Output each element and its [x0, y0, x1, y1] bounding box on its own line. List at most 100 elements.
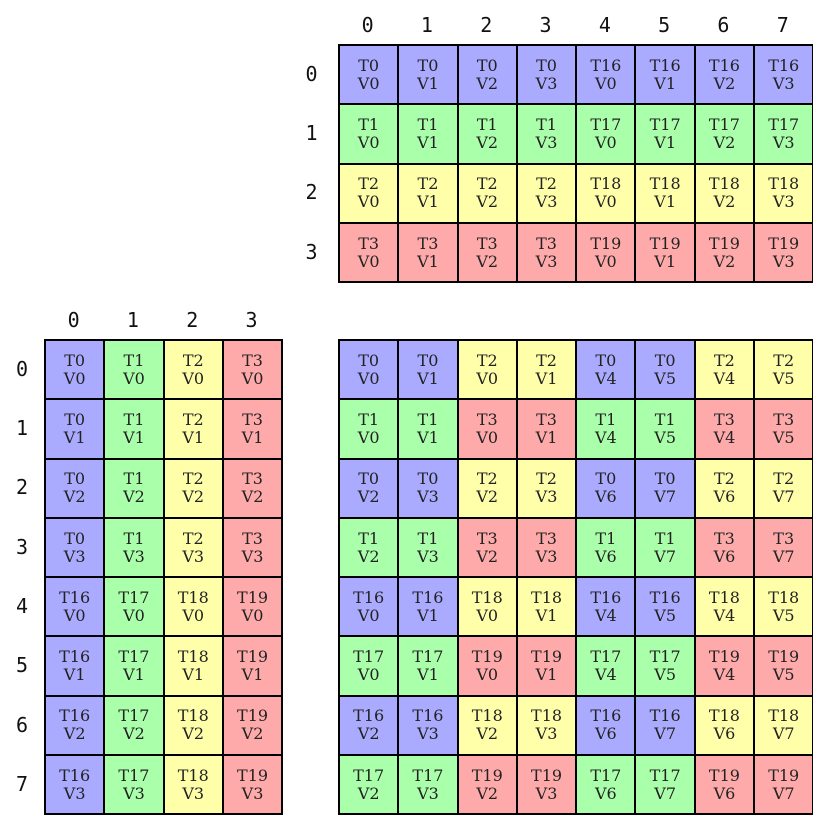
grid-cell: T19 V1	[635, 222, 695, 283]
value-label: V0	[63, 368, 86, 388]
grid-cell: T17 V0	[576, 104, 636, 164]
value-label: V3	[772, 192, 795, 212]
value-label: V1	[241, 665, 264, 685]
grid-cell: T3 V2	[457, 517, 517, 578]
value-label: V0	[357, 368, 380, 388]
value-label: V3	[535, 251, 558, 271]
matrix: T0 V0 T0 V1 T2 V0 T2 V1 T0 V4 T0 V5 T2 V4 T2 V5 T1 V0 T1 V1…	[338, 339, 813, 815]
grid-cell: T2 V3	[516, 458, 577, 518]
grid-cell: T17 V0	[339, 636, 399, 696]
value-label: V4	[594, 605, 617, 625]
thread-label: T0	[64, 350, 86, 370]
grid-cell: T19 V3	[516, 755, 577, 815]
thread-label: T2	[182, 409, 204, 429]
value-label: V4	[594, 665, 617, 685]
matrix: T0 V0 T1 V0 T2 V0 T3 V0 T0 V1 T1 V1 T2 V1 T3 V1 T0 V2 T1 V2…	[44, 339, 284, 815]
grid-cell: T0 V2	[457, 45, 517, 105]
thread-label: T1	[358, 409, 380, 429]
value-label: V1	[654, 192, 676, 212]
grid-cell: T1 V1	[104, 399, 164, 459]
thread-label: T16	[59, 587, 91, 607]
thread-label: T3	[714, 528, 735, 548]
grid-cell: T2 V2	[163, 458, 223, 518]
thread-label: T18	[708, 706, 740, 726]
thread-label: T19	[708, 233, 740, 253]
thread-label: T17	[353, 647, 385, 667]
value-label: V2	[713, 73, 736, 93]
grid-cell: T0 V6	[576, 458, 636, 518]
grid-cell: T18 V3	[163, 755, 223, 815]
value-label: V5	[654, 427, 676, 447]
thread-label: T19	[531, 765, 563, 785]
thread-label: T18	[649, 174, 681, 194]
value-label: V1	[417, 665, 439, 685]
value-label: V1	[417, 368, 439, 388]
grid-cell: T0 V2	[45, 458, 105, 518]
thread-label: T1	[536, 114, 557, 134]
thread-label: T0	[595, 469, 617, 489]
grid-cell: T17 V1	[104, 636, 164, 696]
grid-cell: T16 V4	[576, 577, 636, 637]
grid-cell: T16 V6	[576, 695, 636, 756]
value-label: V1	[535, 427, 558, 447]
grid-cell: T1 V2	[457, 104, 517, 164]
grid-cell: T0 V0	[339, 45, 399, 105]
thread-label: T19	[768, 647, 800, 667]
value-label: V1	[417, 73, 439, 93]
grid-cell: T16 V0	[45, 577, 105, 637]
grid-cell: T17 V2	[104, 695, 164, 756]
grid-cell: T16 V2	[339, 695, 399, 756]
value-label: V2	[123, 487, 145, 507]
grid-cell: T1 V0	[104, 340, 164, 400]
grid-cell: T17 V3	[104, 755, 164, 815]
grid-cell: T2 V4	[694, 340, 755, 400]
thread-label: T2	[536, 350, 557, 370]
value-label: V1	[417, 132, 439, 152]
value-label: V1	[654, 251, 676, 271]
value-label: V1	[417, 605, 439, 625]
value-label: V2	[182, 487, 205, 507]
value-label: V3	[417, 487, 439, 507]
value-label: V0	[357, 427, 380, 447]
grid-cell: T3 V0	[222, 340, 283, 400]
value-label: V1	[535, 605, 558, 625]
thread-label: T3	[536, 233, 557, 253]
grid-cell: T0 V2	[339, 458, 399, 518]
thread-label: T18	[768, 587, 800, 607]
grid-cell: T16 V1	[635, 45, 695, 105]
value-label: V3	[772, 132, 795, 152]
thread-label: T3	[476, 409, 498, 429]
thread-label: T0	[358, 350, 380, 370]
column-headers: 0 1 2 3	[44, 301, 283, 339]
grid-cell: T17 V3	[398, 755, 458, 815]
thread-label: T3	[536, 528, 557, 548]
grid-cell: T16 V1	[45, 636, 105, 696]
grid-cell: T3 V7	[754, 517, 813, 578]
value-label: V3	[535, 487, 558, 507]
thread-label: T18	[177, 587, 209, 607]
grid-cell: T17 V5	[635, 636, 695, 696]
column-header-label: 1	[126, 308, 139, 332]
grid-cell: T18 V4	[694, 577, 755, 637]
thread-label: T3	[417, 233, 439, 253]
grid-cell: T1 V1	[398, 399, 458, 459]
grid-cell: T18 V1	[516, 577, 577, 637]
value-label: V3	[63, 783, 86, 803]
grid-cell: T17 V1	[398, 636, 458, 696]
grid-cell: T2 V3	[516, 163, 577, 223]
thread-label: T18	[768, 174, 800, 194]
grid-top-right: 0 1 2 3 4 5 6 7 0 1 2 3 T0 V0 T0 V1 T0 V2 T0 V3 T16 V0 T16 V1 T1…	[285, 6, 813, 284]
grid-cell: T16 V1	[398, 577, 458, 637]
value-label: V1	[417, 192, 439, 212]
value-label: V2	[63, 724, 86, 744]
thread-label: T3	[242, 528, 263, 548]
thread-label: T2	[536, 469, 557, 489]
value-label: V1	[182, 665, 205, 685]
grid-cell: T0 V5	[635, 340, 695, 400]
value-label: V3	[63, 546, 86, 566]
grid-cell: T2 V3	[163, 517, 223, 578]
grid-cell: T2 V2	[457, 163, 517, 223]
value-label: V1	[417, 427, 439, 447]
value-label: V5	[654, 665, 676, 685]
value-label: V0	[357, 605, 380, 625]
